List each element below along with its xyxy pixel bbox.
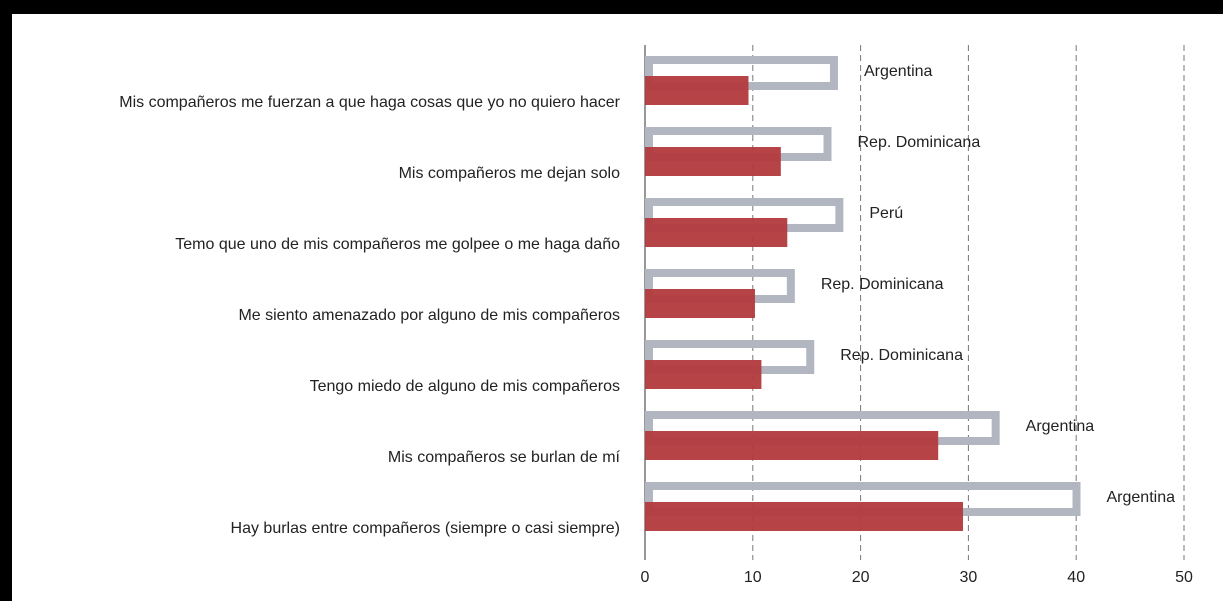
y-tick-label: Mis compañeros me fuerzan a que haga cos… <box>119 94 620 111</box>
bar <box>645 218 788 247</box>
bar <box>645 431 939 460</box>
x-tick-label: 10 <box>744 569 762 586</box>
bar <box>645 289 755 318</box>
x-tick-label: 20 <box>852 569 870 586</box>
bar <box>645 360 762 389</box>
bar-label: Argentina <box>864 63 933 80</box>
x-tick-label: 50 <box>1175 569 1193 586</box>
bar-label: Rep. Dominicana <box>840 347 963 364</box>
bar-label: Rep. Dominicana <box>857 134 980 151</box>
bar-label: Argentina <box>1107 489 1176 506</box>
x-tick-label: 40 <box>1067 569 1085 586</box>
x-tick-label: 30 <box>960 569 978 586</box>
bar <box>645 76 749 105</box>
bar <box>645 502 964 531</box>
x-tick-label: 0 <box>641 569 650 586</box>
background <box>12 14 1223 601</box>
y-tick-label: Mis compañeros me dejan solo <box>399 165 621 182</box>
bar-label: Perú <box>869 205 903 222</box>
y-tick-label: Me siento amenazado por alguno de mis co… <box>238 307 620 324</box>
y-tick-label: Tengo miedo de alguno de mis compañeros <box>310 378 620 395</box>
y-tick-label: Mis compañeros se burlan de mí <box>388 449 621 466</box>
y-tick-label: Temo que uno de mis compañeros me golpee… <box>175 236 620 253</box>
bar-label: Rep. Dominicana <box>821 276 944 293</box>
bar <box>645 147 781 176</box>
y-tick-label: Hay burlas entre compañeros (siempre o c… <box>231 520 620 537</box>
bar-label: Argentina <box>1026 418 1095 435</box>
